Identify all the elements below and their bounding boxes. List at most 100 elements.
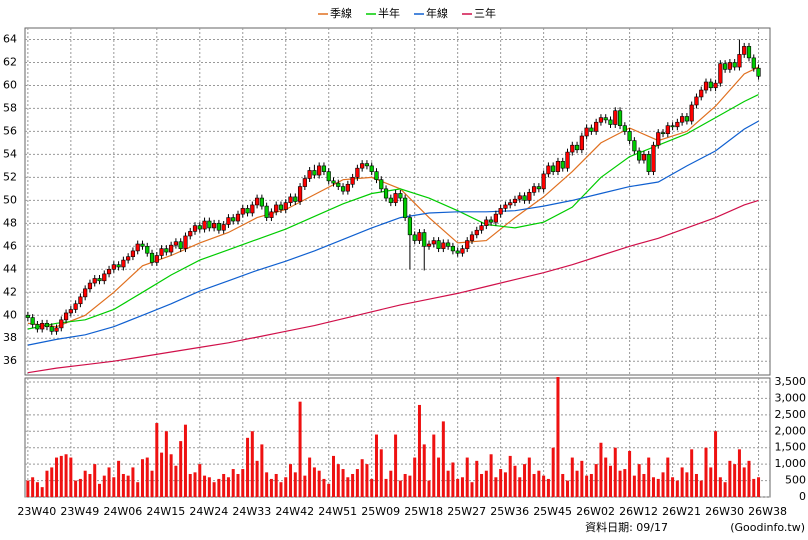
y-tick-label: 44 — [3, 262, 17, 275]
candle-body — [192, 225, 198, 232]
candle-body — [221, 224, 226, 231]
candle-body — [164, 248, 169, 253]
volume-bar — [704, 447, 708, 497]
x-tick-label: 23W40 — [17, 505, 56, 518]
volume-bar — [45, 470, 49, 497]
volume-bar — [207, 477, 211, 497]
volume-bar — [121, 473, 125, 497]
candle-body — [613, 110, 618, 125]
volume-bar — [217, 478, 221, 497]
candle-body — [269, 211, 274, 218]
candle-body — [130, 250, 136, 257]
volume-bar — [518, 477, 522, 497]
volume-bar — [155, 423, 159, 497]
y-tick-label: 54 — [3, 147, 17, 160]
volume-bar — [341, 469, 345, 497]
volume-bar — [437, 457, 441, 497]
volume-bar — [322, 478, 326, 497]
candle-body — [87, 282, 93, 290]
candle-body — [364, 163, 370, 167]
candle-body — [446, 242, 451, 247]
candle-body — [723, 63, 728, 70]
candle-body — [565, 151, 570, 169]
candle-body — [398, 193, 403, 199]
y-tick-label: 56 — [3, 124, 17, 137]
volume-bar — [351, 473, 355, 497]
x-tick-label: 24W24 — [189, 505, 228, 518]
candle-body — [25, 314, 30, 318]
candle-body — [35, 324, 40, 330]
volume-bar — [604, 457, 608, 497]
candle-body — [369, 165, 374, 172]
candle-body — [484, 219, 489, 226]
volume-bar — [117, 460, 121, 497]
candle-body — [140, 243, 145, 247]
candle-body — [254, 197, 260, 206]
candle-body — [732, 62, 737, 68]
volume-bar — [642, 473, 646, 497]
volume-bar — [69, 457, 73, 497]
volume-tick-label: 1,500 — [775, 441, 807, 454]
volume-bar — [465, 457, 469, 497]
candle-body — [699, 89, 704, 98]
candle-body — [355, 167, 360, 178]
x-tick-label: 25W36 — [490, 505, 529, 518]
volume-bar — [384, 478, 388, 497]
candle-body — [59, 319, 64, 329]
candle-body — [202, 220, 207, 230]
candle-body — [479, 225, 484, 231]
volume-bar — [246, 437, 250, 497]
candle-body — [197, 225, 202, 230]
candle-body — [145, 246, 150, 254]
volume-bar — [26, 480, 30, 497]
volume-bar — [441, 421, 445, 497]
volume-bar — [74, 480, 78, 497]
candle-body — [675, 121, 680, 128]
candle-body — [727, 62, 732, 70]
volume-bar — [274, 473, 278, 497]
volume-bar — [365, 464, 369, 497]
volume-bar — [193, 472, 197, 497]
candle-body — [207, 220, 212, 229]
volume-bar — [527, 457, 531, 497]
candle-body — [498, 208, 503, 215]
volume-bar — [332, 455, 336, 497]
volume-bar — [637, 464, 641, 497]
x-tick-label: 24W33 — [232, 505, 271, 518]
candle-body — [178, 241, 183, 249]
candle-body — [737, 54, 742, 68]
volume-bar — [31, 477, 35, 497]
candle-body — [460, 248, 465, 254]
volume-bar — [360, 459, 364, 497]
candle-body — [517, 195, 522, 200]
ma-line — [27, 94, 759, 330]
candle-body — [288, 196, 293, 203]
candle-body — [149, 252, 155, 263]
volume-bar — [570, 457, 574, 497]
x-tick-label: 26W02 — [576, 505, 615, 518]
y-tick-label: 36 — [3, 354, 17, 367]
volume-bar — [714, 431, 718, 497]
candle-body — [92, 278, 97, 284]
candle-body — [665, 125, 670, 135]
candle-body — [302, 178, 307, 187]
candle-body — [503, 204, 508, 209]
candle-body — [742, 46, 747, 55]
y-tick-label: 62 — [3, 55, 17, 68]
volume-bar — [694, 473, 698, 497]
candle-body — [331, 180, 336, 184]
volume-bar — [513, 465, 517, 497]
volume-bar — [647, 457, 651, 497]
volume-bar — [613, 447, 617, 497]
candle-body — [173, 241, 179, 246]
candle-body — [250, 204, 255, 214]
ma-line — [27, 199, 759, 374]
candle-body — [350, 177, 355, 185]
candle-body — [102, 273, 107, 282]
candle-body — [283, 202, 288, 210]
candle-body — [551, 165, 556, 172]
volume-bar — [742, 467, 746, 497]
volume-bar — [489, 454, 493, 497]
